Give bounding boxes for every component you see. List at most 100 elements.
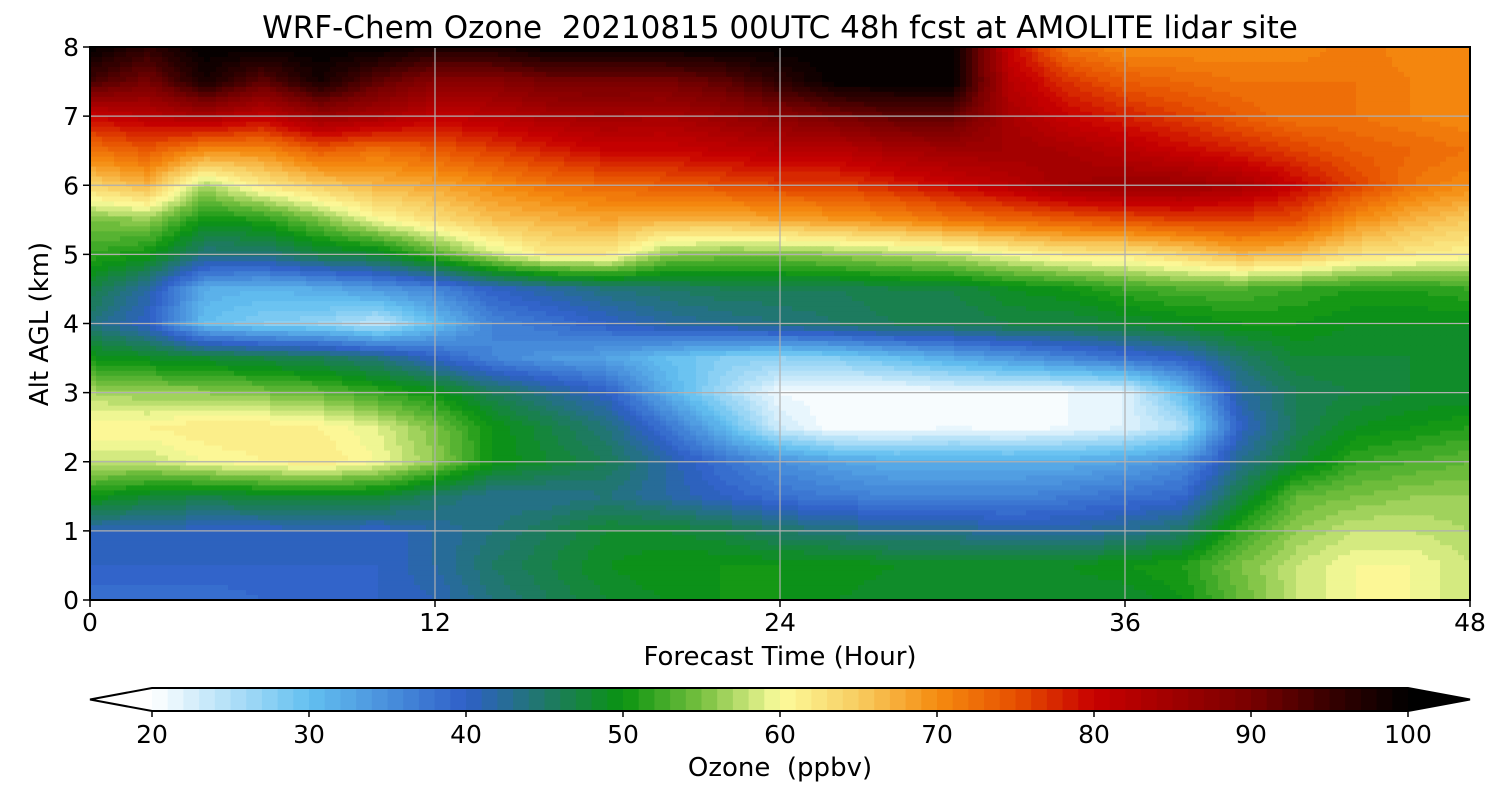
ozone-cell <box>1434 81 1441 88</box>
ozone-cell <box>1008 66 1015 73</box>
ozone-cell <box>732 146 739 153</box>
ozone-cell <box>1326 86 1333 93</box>
ozone-cell <box>726 56 733 63</box>
ozone-cell <box>762 76 769 83</box>
ozone-cell <box>534 146 541 153</box>
ozone-cell <box>612 81 619 88</box>
ozone-cell <box>1464 56 1470 63</box>
ozone-cell <box>444 51 451 58</box>
ozone-cell <box>192 86 199 93</box>
ozone-cell <box>342 101 349 108</box>
ozone-cell <box>522 66 529 73</box>
ozone-cell <box>318 76 325 83</box>
ozone-cell <box>750 56 757 63</box>
ozone-cell <box>1404 121 1411 128</box>
ozone-cell <box>1068 86 1075 93</box>
ozone-cell <box>1002 47 1009 53</box>
ozone-cell <box>1248 81 1255 88</box>
ozone-cell <box>1098 106 1105 113</box>
ozone-cell <box>666 51 673 58</box>
ozone-cell <box>1140 136 1147 143</box>
ozone-cell <box>396 146 403 153</box>
ozone-cell <box>108 101 115 108</box>
ozone-cell <box>354 121 361 128</box>
ozone-cell <box>222 126 229 133</box>
ozone-cell <box>1218 81 1225 88</box>
ozone-cell <box>102 71 109 78</box>
ozone-cell <box>630 56 637 63</box>
ozone-cell <box>816 136 823 143</box>
ozone-cell <box>990 66 997 73</box>
ozone-cell <box>318 51 325 58</box>
ozone-cell <box>1392 141 1399 148</box>
ozone-cell <box>174 121 181 128</box>
ozone-cell <box>1380 56 1387 63</box>
ozone-cell <box>312 91 319 98</box>
ozone-cell <box>468 136 475 143</box>
ozone-cell <box>840 56 847 63</box>
ozone-cell <box>174 51 181 58</box>
ozone-cell <box>1098 96 1105 103</box>
ozone-cell <box>1296 91 1303 98</box>
ozone-cell <box>1044 116 1051 123</box>
ozone-cell <box>174 141 181 148</box>
ozone-cell <box>1092 131 1099 138</box>
ozone-cell <box>900 101 907 108</box>
ozone-cell <box>1422 131 1429 138</box>
ozone-cell <box>960 96 967 103</box>
ozone-cell <box>1086 91 1093 98</box>
ozone-cell <box>522 106 529 113</box>
ozone-cell <box>1344 111 1351 118</box>
ozone-cell <box>1458 91 1465 98</box>
ozone-cell <box>882 86 889 93</box>
ozone-cell <box>1086 116 1093 123</box>
ozone-cell <box>1362 101 1369 108</box>
ozone-cell <box>1446 51 1453 58</box>
ozone-cell <box>198 51 205 58</box>
ozone-cell <box>726 151 733 158</box>
ozone-cell <box>240 136 247 143</box>
ozone-cell <box>348 136 355 143</box>
ozone-cell <box>1188 71 1195 78</box>
ozone-cell <box>672 151 679 158</box>
ozone-cell <box>324 141 331 148</box>
ozone-cell <box>576 91 583 98</box>
ozone-cell <box>1362 131 1369 138</box>
ozone-cell <box>1032 126 1039 133</box>
ozone-cell <box>600 121 607 128</box>
ozone-cell <box>114 101 121 108</box>
ozone-cell <box>978 106 985 113</box>
ozone-cell <box>750 106 757 113</box>
ozone-cell <box>1074 141 1081 148</box>
ozone-cell <box>1236 111 1243 118</box>
ozone-cell <box>336 146 343 153</box>
ozone-cell <box>960 126 967 133</box>
ozone-cell <box>108 81 115 88</box>
ozone-cell <box>846 61 853 68</box>
ozone-cell <box>168 81 175 88</box>
ozone-cell <box>372 126 379 133</box>
ozone-cell <box>1206 96 1213 103</box>
ozone-cell <box>402 96 409 103</box>
ozone-cell <box>1464 66 1470 73</box>
ozone-cell <box>114 96 121 103</box>
ozone-cell <box>354 47 361 53</box>
ozone-cell <box>1296 86 1303 93</box>
ozone-cell <box>312 136 319 143</box>
ozone-cell <box>192 56 199 63</box>
ozone-cell <box>384 47 391 53</box>
ozone-cell <box>708 131 715 138</box>
ozone-cell <box>690 121 697 128</box>
ozone-cell <box>1338 51 1345 58</box>
ozone-cell <box>450 81 457 88</box>
ozone-cell <box>540 86 547 93</box>
ozone-cell <box>882 76 889 83</box>
ozone-cell <box>1254 47 1261 53</box>
ozone-cell <box>948 111 955 118</box>
ozone-cell <box>1266 131 1273 138</box>
ozone-cell <box>570 96 577 103</box>
ozone-cell <box>1134 61 1141 68</box>
ozone-cell <box>1266 71 1273 78</box>
ozone-cell <box>126 106 133 113</box>
ozone-cell <box>1092 91 1099 98</box>
